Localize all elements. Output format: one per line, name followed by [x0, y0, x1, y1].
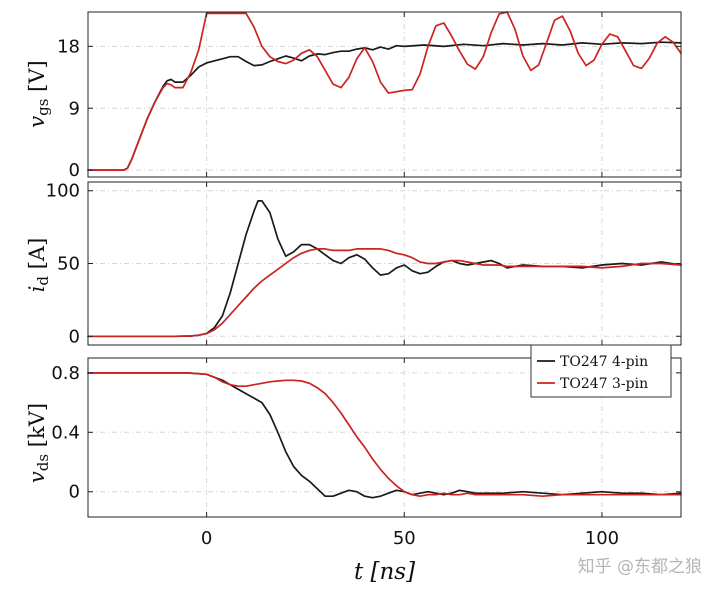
x-axis-label-main: t: [354, 559, 371, 585]
x-tick-label: 100: [585, 528, 619, 549]
y-tick-label: 0.4: [51, 422, 80, 443]
x-axis-label: t [ns]: [354, 559, 415, 585]
y-tick-label: 0.8: [51, 363, 80, 384]
y-tick-label: 0: [69, 160, 80, 181]
y-tick-label: 18: [57, 36, 80, 57]
legend: TO247 4-pin TO247 3-pin: [530, 344, 672, 398]
y-tick-label: 100: [46, 181, 80, 202]
series-line-to247-3-pin: [87, 372, 682, 498]
watermark-text: 知乎 @东都之狼: [578, 557, 702, 577]
y-axis-label-sub: d: [34, 276, 52, 286]
y-axis-label: vds [kV]: [25, 403, 52, 483]
y-tick-label: 0: [69, 482, 80, 503]
series-line-to247-4-pin: [87, 200, 682, 338]
panel-middle: 0 50 100 id [A]: [25, 181, 682, 347]
y-tick-label: 0: [69, 326, 80, 347]
axes-box: [87, 357, 682, 518]
y-axis-label-sub: ds: [34, 454, 52, 471]
axes-box: [87, 11, 682, 178]
legend-box: [530, 344, 672, 398]
series-line-to247-4-pin: [87, 41, 682, 171]
y-axis-label-sub: gs: [34, 99, 52, 116]
legend-entry: TO247 4-pin: [560, 354, 648, 370]
series-line-to247-3-pin: [87, 248, 682, 338]
y-axis-label-main: v: [25, 116, 49, 128]
y-axis-label: vgs [V]: [25, 60, 52, 127]
y-axis-label-unit: [kV]: [25, 403, 49, 454]
y-tick-label: 9: [69, 98, 80, 119]
legend-entry: TO247 3-pin: [560, 376, 648, 392]
x-tick-label: 50: [393, 528, 416, 549]
y-axis-label-unit: [A]: [25, 238, 49, 276]
x-tick-label: 0: [201, 528, 212, 549]
series-line-to247-3-pin: [87, 11, 682, 171]
series-line-to247-4-pin: [87, 372, 682, 499]
y-axis-label-main: i: [25, 286, 49, 293]
y-axis-label: id [A]: [25, 238, 52, 293]
y-tick-label: 50: [57, 254, 80, 275]
y-axis-label-main: v: [25, 471, 49, 483]
y-axis-label-unit: [V]: [25, 60, 49, 98]
x-axis-label-unit: [ns]: [371, 559, 416, 585]
